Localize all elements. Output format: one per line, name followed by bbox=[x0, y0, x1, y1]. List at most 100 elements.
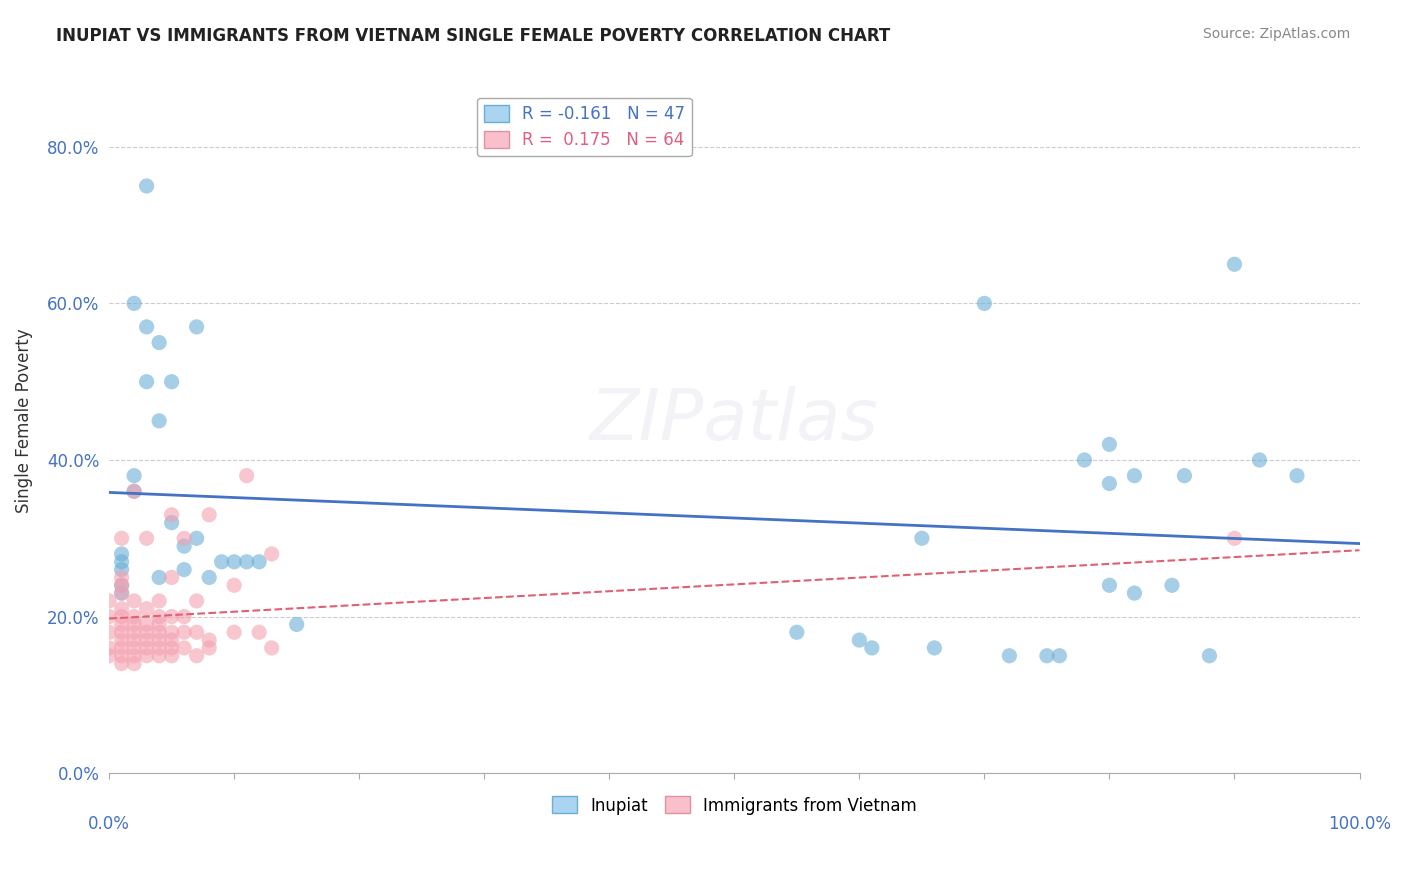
Immigrants from Vietnam bbox=[135, 617, 157, 632]
Immigrants from Vietnam bbox=[110, 625, 132, 640]
Inupiat bbox=[973, 296, 995, 310]
Inupiat bbox=[247, 555, 270, 569]
Immigrants from Vietnam bbox=[122, 633, 145, 648]
Immigrants from Vietnam bbox=[198, 640, 221, 655]
Y-axis label: Single Female Poverty: Single Female Poverty bbox=[15, 328, 32, 513]
Inupiat bbox=[1098, 437, 1121, 451]
Immigrants from Vietnam bbox=[122, 625, 145, 640]
Inupiat bbox=[1073, 453, 1095, 467]
Inupiat bbox=[122, 296, 145, 310]
Inupiat bbox=[186, 531, 208, 545]
Immigrants from Vietnam bbox=[122, 617, 145, 632]
Immigrants from Vietnam bbox=[173, 625, 195, 640]
Immigrants from Vietnam bbox=[110, 617, 132, 632]
Inupiat bbox=[224, 555, 246, 569]
Inupiat bbox=[110, 555, 132, 569]
Inupiat bbox=[160, 516, 183, 530]
Immigrants from Vietnam bbox=[110, 640, 132, 655]
Immigrants from Vietnam bbox=[135, 601, 157, 615]
Immigrants from Vietnam bbox=[148, 609, 170, 624]
Inupiat bbox=[148, 335, 170, 350]
Immigrants from Vietnam bbox=[110, 633, 132, 648]
Immigrants from Vietnam bbox=[160, 633, 183, 648]
Immigrants from Vietnam bbox=[98, 640, 121, 655]
Immigrants from Vietnam bbox=[122, 594, 145, 608]
Immigrants from Vietnam bbox=[110, 609, 132, 624]
Immigrants from Vietnam bbox=[110, 601, 132, 615]
Inupiat bbox=[1123, 586, 1146, 600]
Inupiat bbox=[110, 547, 132, 561]
Inupiat bbox=[110, 586, 132, 600]
Inupiat bbox=[160, 375, 183, 389]
Immigrants from Vietnam bbox=[247, 625, 270, 640]
Inupiat bbox=[786, 625, 808, 640]
Inupiat bbox=[998, 648, 1021, 663]
Immigrants from Vietnam bbox=[173, 609, 195, 624]
Inupiat bbox=[173, 539, 195, 553]
Immigrants from Vietnam bbox=[148, 617, 170, 632]
Immigrants from Vietnam bbox=[148, 640, 170, 655]
Immigrants from Vietnam bbox=[122, 648, 145, 663]
Immigrants from Vietnam bbox=[224, 578, 246, 592]
Immigrants from Vietnam bbox=[148, 594, 170, 608]
Immigrants from Vietnam bbox=[148, 633, 170, 648]
Inupiat bbox=[285, 617, 308, 632]
Immigrants from Vietnam bbox=[98, 594, 121, 608]
Immigrants from Vietnam bbox=[1223, 531, 1246, 545]
Inupiat bbox=[1285, 468, 1308, 483]
Immigrants from Vietnam bbox=[122, 640, 145, 655]
Inupiat bbox=[860, 640, 883, 655]
Inupiat bbox=[186, 319, 208, 334]
Immigrants from Vietnam bbox=[135, 531, 157, 545]
Inupiat bbox=[924, 640, 946, 655]
Immigrants from Vietnam bbox=[235, 468, 257, 483]
Immigrants from Vietnam bbox=[198, 633, 221, 648]
Inupiat bbox=[1223, 257, 1246, 271]
Immigrants from Vietnam bbox=[135, 640, 157, 655]
Inupiat bbox=[1047, 648, 1070, 663]
Immigrants from Vietnam bbox=[110, 578, 132, 592]
Immigrants from Vietnam bbox=[98, 648, 121, 663]
Immigrants from Vietnam bbox=[110, 570, 132, 584]
Immigrants from Vietnam bbox=[110, 586, 132, 600]
Immigrants from Vietnam bbox=[260, 547, 283, 561]
Inupiat bbox=[110, 563, 132, 577]
Immigrants from Vietnam bbox=[135, 648, 157, 663]
Text: 100.0%: 100.0% bbox=[1329, 815, 1391, 833]
Inupiat bbox=[1098, 476, 1121, 491]
Inupiat bbox=[122, 468, 145, 483]
Inupiat bbox=[911, 531, 934, 545]
Immigrants from Vietnam bbox=[122, 484, 145, 499]
Immigrants from Vietnam bbox=[186, 648, 208, 663]
Inupiat bbox=[1198, 648, 1220, 663]
Inupiat bbox=[148, 570, 170, 584]
Legend: Inupiat, Immigrants from Vietnam: Inupiat, Immigrants from Vietnam bbox=[546, 789, 924, 822]
Immigrants from Vietnam bbox=[122, 657, 145, 671]
Inupiat bbox=[1249, 453, 1271, 467]
Inupiat bbox=[122, 484, 145, 499]
Immigrants from Vietnam bbox=[98, 609, 121, 624]
Immigrants from Vietnam bbox=[160, 625, 183, 640]
Inupiat bbox=[148, 414, 170, 428]
Immigrants from Vietnam bbox=[148, 648, 170, 663]
Immigrants from Vietnam bbox=[160, 640, 183, 655]
Text: 0.0%: 0.0% bbox=[89, 815, 129, 833]
Immigrants from Vietnam bbox=[224, 625, 246, 640]
Inupiat bbox=[135, 375, 157, 389]
Immigrants from Vietnam bbox=[122, 609, 145, 624]
Text: Source: ZipAtlas.com: Source: ZipAtlas.com bbox=[1202, 27, 1350, 41]
Inupiat bbox=[1161, 578, 1184, 592]
Immigrants from Vietnam bbox=[160, 609, 183, 624]
Inupiat bbox=[198, 570, 221, 584]
Inupiat bbox=[135, 178, 157, 193]
Immigrants from Vietnam bbox=[160, 648, 183, 663]
Text: INUPIAT VS IMMIGRANTS FROM VIETNAM SINGLE FEMALE POVERTY CORRELATION CHART: INUPIAT VS IMMIGRANTS FROM VIETNAM SINGL… bbox=[56, 27, 890, 45]
Text: ZIPatlas: ZIPatlas bbox=[589, 386, 879, 455]
Inupiat bbox=[1173, 468, 1195, 483]
Inupiat bbox=[1036, 648, 1059, 663]
Inupiat bbox=[173, 563, 195, 577]
Immigrants from Vietnam bbox=[186, 594, 208, 608]
Immigrants from Vietnam bbox=[110, 657, 132, 671]
Inupiat bbox=[1098, 578, 1121, 592]
Immigrants from Vietnam bbox=[98, 625, 121, 640]
